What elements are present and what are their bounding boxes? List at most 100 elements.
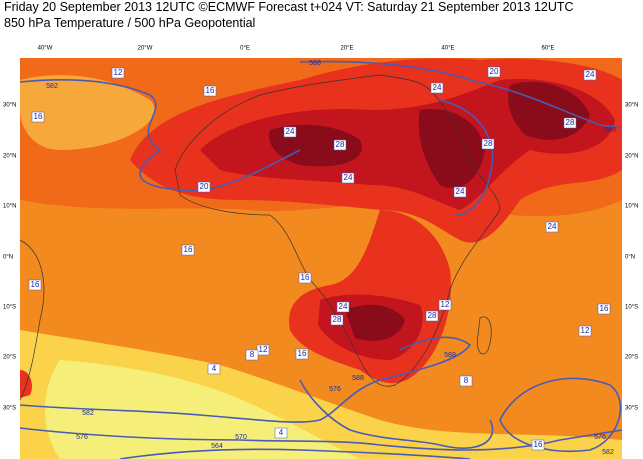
temperature-label-box bbox=[181, 244, 195, 256]
temperature-label: 28 bbox=[566, 118, 575, 127]
lon-label: 20°W bbox=[138, 46, 153, 52]
field-sa bbox=[20, 370, 32, 398]
lat-label: 20°S bbox=[3, 355, 16, 361]
temperature-label-box bbox=[459, 375, 473, 387]
temperature-label: 16 bbox=[534, 440, 543, 449]
temperature-label: 24 bbox=[433, 83, 442, 92]
header-line1: Friday 20 September 2013 12UTC ©ECMWF Fo… bbox=[4, 0, 574, 14]
lat-label: 20°S bbox=[625, 355, 638, 361]
lat-label: 30°N bbox=[3, 103, 16, 109]
temperature-label-box bbox=[111, 67, 125, 79]
temperature-label-box bbox=[197, 181, 211, 193]
lon-label: 20°E bbox=[340, 46, 353, 52]
lat-label: 20°N bbox=[625, 154, 638, 160]
temperature-label-box bbox=[336, 301, 350, 313]
temperature-label-box bbox=[203, 85, 217, 97]
temperature-label: 28 bbox=[428, 311, 437, 320]
lon-label: 0°E bbox=[240, 46, 250, 52]
temperature-label-box bbox=[425, 310, 439, 322]
geopotential-label: 582 bbox=[82, 410, 94, 417]
temperature-label: 24 bbox=[286, 127, 295, 136]
temperature-label-box bbox=[295, 348, 309, 360]
geopotential-label: 564 bbox=[211, 443, 223, 450]
temperature-label-box bbox=[31, 111, 45, 123]
lon-label: 40°W bbox=[38, 46, 53, 52]
temperature-label: 16 bbox=[31, 280, 40, 289]
lat-label: 0°N bbox=[3, 255, 13, 261]
temperature-label-box bbox=[583, 69, 597, 81]
temperature-label: 4 bbox=[212, 364, 217, 373]
lat-label: 10°S bbox=[3, 305, 16, 311]
lat-label: 30°S bbox=[3, 406, 16, 412]
geopotential-label: 588 bbox=[309, 60, 321, 67]
temperature-label: 24 bbox=[456, 187, 465, 196]
temperature-label-box bbox=[333, 139, 347, 151]
temperature-label-box bbox=[545, 221, 559, 233]
field-atl bbox=[20, 75, 155, 150]
lat-label: 10°S bbox=[625, 305, 638, 311]
temperature-label-box bbox=[274, 427, 288, 439]
lon-label: 60°E bbox=[541, 46, 554, 52]
temperature-label: 24 bbox=[344, 173, 353, 182]
lon-label: 40°E bbox=[441, 46, 454, 52]
contour bbox=[299, 60, 623, 129]
temperature-label: 12 bbox=[114, 68, 123, 77]
temperature-label: 8 bbox=[464, 376, 469, 385]
contour bbox=[439, 99, 494, 216]
temperature-label-box bbox=[578, 325, 592, 337]
temperature-label-box bbox=[438, 299, 452, 311]
temperature-label: 28 bbox=[484, 139, 493, 148]
coast-africa bbox=[174, 74, 501, 387]
temperature-label-box bbox=[245, 349, 259, 361]
temperature-label-box bbox=[430, 82, 444, 94]
geopotential-label: 576 bbox=[329, 386, 341, 393]
lat-label: 10°N bbox=[3, 204, 16, 210]
contour bbox=[19, 427, 623, 451]
geopotential-label: 588 bbox=[604, 127, 616, 134]
temperature-label: 16 bbox=[600, 304, 609, 313]
temperature-label: 16 bbox=[206, 86, 215, 95]
geopotential-label: 588 bbox=[444, 352, 456, 359]
coast-madagascar bbox=[476, 316, 492, 355]
lat-label: 20°N bbox=[3, 154, 16, 160]
temperature-label-box bbox=[481, 138, 495, 150]
geopotential-label: 576 bbox=[76, 434, 88, 441]
temperature-label: 28 bbox=[333, 315, 342, 324]
temperature-label-box bbox=[531, 439, 545, 451]
temperature-label-box bbox=[330, 314, 344, 326]
temperature-label-box bbox=[341, 172, 355, 184]
lat-label: 30°S bbox=[625, 406, 638, 412]
contour bbox=[19, 79, 301, 192]
temperature-label: 16 bbox=[184, 245, 193, 254]
coast-sa bbox=[19, 239, 45, 401]
geopotential-label: 576 bbox=[594, 434, 606, 441]
temperature-label: 20 bbox=[490, 67, 499, 76]
geopotential-label: 582 bbox=[602, 449, 614, 456]
temperature-label-box bbox=[487, 66, 501, 78]
temperature-label: 24 bbox=[339, 302, 348, 311]
temperature-label: 12 bbox=[581, 326, 590, 335]
lat-label: 0°N bbox=[625, 255, 635, 261]
geopotential-label: 582 bbox=[46, 83, 58, 90]
geopotential-label: 588 bbox=[352, 375, 364, 382]
temperature-label-box bbox=[597, 303, 611, 315]
temperature-label: 4 bbox=[279, 428, 284, 437]
header-line2: 850 hPa Temperature / 500 hPa Geopotenti… bbox=[4, 16, 256, 30]
temperature-label-box bbox=[298, 272, 312, 284]
temperature-label: 8 bbox=[250, 350, 255, 359]
contour bbox=[19, 336, 472, 423]
temperature-label: 24 bbox=[548, 222, 557, 231]
temperature-label: 16 bbox=[34, 112, 43, 121]
lat-label: 10°N bbox=[625, 204, 638, 210]
contour bbox=[299, 379, 494, 449]
contour bbox=[119, 448, 471, 459]
lat-label: 30°N bbox=[625, 103, 638, 109]
temperature-label-box bbox=[28, 279, 42, 291]
temperature-label: 28 bbox=[336, 140, 345, 149]
geopotential-label: 570 bbox=[235, 434, 247, 441]
field-hottest-south bbox=[345, 304, 405, 341]
temperature-label: 16 bbox=[301, 273, 310, 282]
temperature-label: 16 bbox=[298, 349, 307, 358]
